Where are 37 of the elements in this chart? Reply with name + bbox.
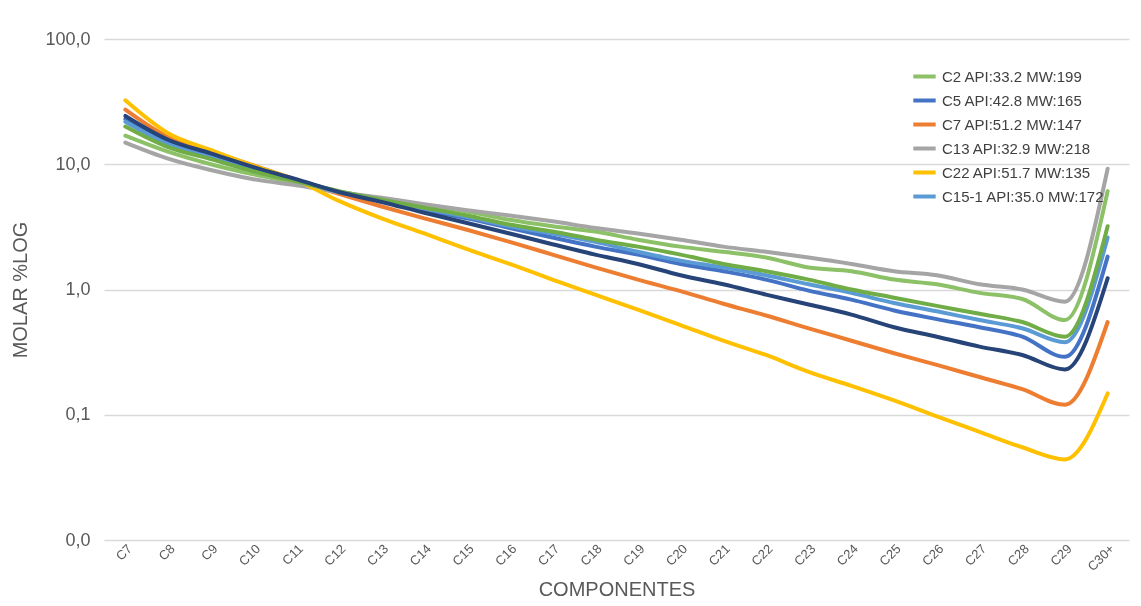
x-tick-label: C20: [662, 541, 691, 569]
legend-label: C22 API:51.7 MW:135: [942, 163, 1091, 181]
y-tick-label: 1,0: [65, 279, 91, 299]
legend-label: C13 API:32.9 MW:218: [942, 139, 1091, 157]
x-tick-label: C18: [577, 541, 605, 569]
x-tick-label: C25: [876, 541, 904, 569]
legend-label: C7 API:51.2 MW:147: [942, 115, 1082, 133]
x-tick-label: C23: [790, 541, 819, 569]
x-tick-label: C22: [748, 541, 776, 569]
y-tick-label: 0,1: [65, 404, 91, 425]
y-tick-label: 0,0: [65, 529, 91, 550]
x-tick-label: C13: [363, 541, 392, 569]
x-tick-label: C16: [491, 541, 520, 569]
x-tick-label: C9: [198, 541, 221, 564]
x-tick-label: C11: [279, 541, 306, 568]
x-tick-label: C12: [321, 541, 349, 569]
x-tick-label: C7: [112, 541, 136, 564]
x-tick-label: C17: [534, 541, 563, 569]
y-axis-title: MOLAR %LOG: [9, 221, 32, 359]
legend-label: C2 API:33.2 MW:199: [942, 67, 1082, 85]
x-tick-label: C26: [919, 541, 947, 569]
legend-label: C15-1 API:35.0 MW:172: [942, 187, 1104, 205]
line-series: [123, 98, 1110, 462]
x-tick-label: C14: [406, 541, 434, 569]
x-tick-label: C28: [1004, 541, 1032, 569]
x-tick-label: C19: [620, 541, 648, 569]
x-tick-label: C29: [1047, 541, 1075, 569]
x-tick-label: C10: [235, 541, 264, 569]
y-tick-label: 100,0: [45, 28, 91, 49]
x-axis-title: COMPONENTES: [538, 577, 696, 600]
legend-label: C5 API:42.8 MW:165: [942, 91, 1082, 109]
x-tick-label: C24: [833, 541, 862, 569]
x-tick-label: C8: [155, 541, 178, 564]
y-tick-label: 10,0: [55, 153, 91, 174]
x-tick-label: C27: [961, 541, 990, 569]
x-tick-label: C15: [449, 541, 477, 569]
x-tick-label: C21: [705, 541, 733, 569]
